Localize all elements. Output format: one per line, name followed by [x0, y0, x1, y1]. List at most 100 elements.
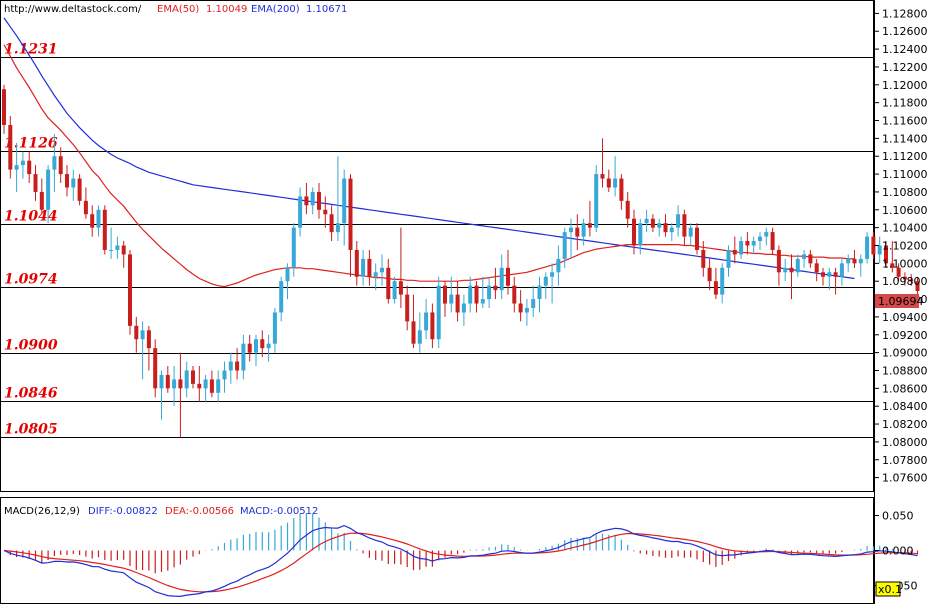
- candle-body: [751, 241, 756, 246]
- candle: [865, 232, 870, 264]
- candle-body: [367, 258, 372, 277]
- price-tick-label: 1.10800: [882, 186, 928, 199]
- candle: [140, 321, 145, 380]
- macd-indicator: [3, 513, 919, 598]
- candle-body: [695, 227, 699, 250]
- candle: [449, 276, 454, 313]
- candle: [562, 227, 567, 268]
- candle: [669, 223, 674, 242]
- candle-body: [304, 196, 309, 206]
- candle-body: [279, 281, 284, 313]
- ema50-value: 1.10049: [206, 4, 247, 15]
- candle-body: [285, 267, 290, 282]
- candle: [569, 218, 573, 259]
- candle: [487, 276, 492, 308]
- candle: [644, 209, 649, 233]
- candle: [184, 361, 189, 398]
- candle-body: [701, 249, 706, 268]
- candle: [146, 325, 151, 371]
- candle: [726, 245, 731, 277]
- candle-body: [354, 249, 359, 277]
- candle-body: [480, 299, 485, 304]
- candle: [380, 254, 384, 286]
- candle: [285, 263, 290, 300]
- candle-body: [682, 214, 687, 237]
- candle: [235, 348, 240, 380]
- candle-body: [216, 379, 221, 393]
- candle-body: [373, 272, 378, 277]
- candle-body: [877, 245, 882, 255]
- candle: [833, 267, 838, 295]
- candle-body: [241, 343, 246, 371]
- candle-body: [247, 343, 252, 353]
- candle-body: [827, 272, 832, 277]
- candle-body: [386, 267, 391, 300]
- candle: [821, 267, 825, 286]
- candle-body: [871, 236, 876, 255]
- candle-body: [83, 200, 88, 215]
- level-label: 1.1044: [4, 209, 58, 225]
- candle: [789, 254, 794, 300]
- candle: [254, 334, 258, 367]
- candle: [354, 241, 359, 286]
- candle: [266, 334, 271, 362]
- candle: [386, 258, 391, 304]
- candle: [745, 232, 750, 255]
- candle-body: [430, 312, 435, 340]
- candle: [676, 205, 681, 237]
- candle-body: [896, 267, 901, 277]
- candle-body: [499, 267, 504, 291]
- candle: [241, 334, 246, 380]
- candle: [606, 169, 611, 192]
- candle: [531, 285, 536, 317]
- candle-body: [865, 236, 870, 259]
- price-tick-label: 1.07600: [882, 472, 928, 485]
- candle-body: [902, 276, 907, 280]
- level-label: 1.0900: [4, 338, 58, 354]
- candle-body: [380, 267, 384, 273]
- candle-body: [65, 174, 69, 188]
- price-tick-label: 1.10600: [882, 204, 928, 217]
- candle: [682, 209, 687, 246]
- candle-body: [348, 178, 353, 250]
- candle-body: [707, 267, 712, 282]
- price-tick-label: 1.12400: [882, 43, 928, 56]
- macd-diff-value: DIFF:-0.00822: [88, 506, 158, 517]
- candle-body: [197, 383, 202, 389]
- candle-body: [71, 178, 76, 188]
- candle-body: [2, 89, 6, 125]
- candle: [153, 339, 158, 398]
- candle: [52, 133, 57, 192]
- candle: [424, 299, 429, 340]
- candle-body: [537, 285, 542, 300]
- candle-body: [650, 218, 655, 228]
- candle-body: [96, 209, 101, 228]
- candle-body: [594, 174, 599, 228]
- candle-body: [329, 214, 334, 233]
- candle-body: [909, 279, 914, 282]
- candle-body: [203, 379, 208, 389]
- candle-body: [638, 223, 643, 246]
- candle-body: [606, 178, 611, 188]
- candle: [512, 276, 517, 313]
- candle-body: [405, 294, 410, 322]
- price-tick-label: 1.09000: [882, 347, 928, 360]
- price-tick-label: 1.10200: [882, 240, 928, 253]
- price-tick-label: 1.12800: [882, 7, 928, 20]
- candle: [808, 249, 813, 268]
- candle: [39, 178, 44, 215]
- candle: [222, 361, 227, 393]
- level-label: 1.0846: [4, 386, 58, 402]
- candle-body: [644, 218, 649, 224]
- price-tick-label: 1.11800: [882, 97, 928, 110]
- candle: [65, 165, 69, 197]
- candle-body: [8, 124, 13, 170]
- candle-body: [14, 165, 19, 170]
- scale-badge[interactable]: x0.1: [875, 581, 902, 597]
- candle-body: [770, 232, 775, 250]
- ema200-line: [3, 17, 855, 280]
- candle: [58, 147, 63, 184]
- candle-body: [739, 241, 744, 255]
- candle-body: [20, 160, 25, 166]
